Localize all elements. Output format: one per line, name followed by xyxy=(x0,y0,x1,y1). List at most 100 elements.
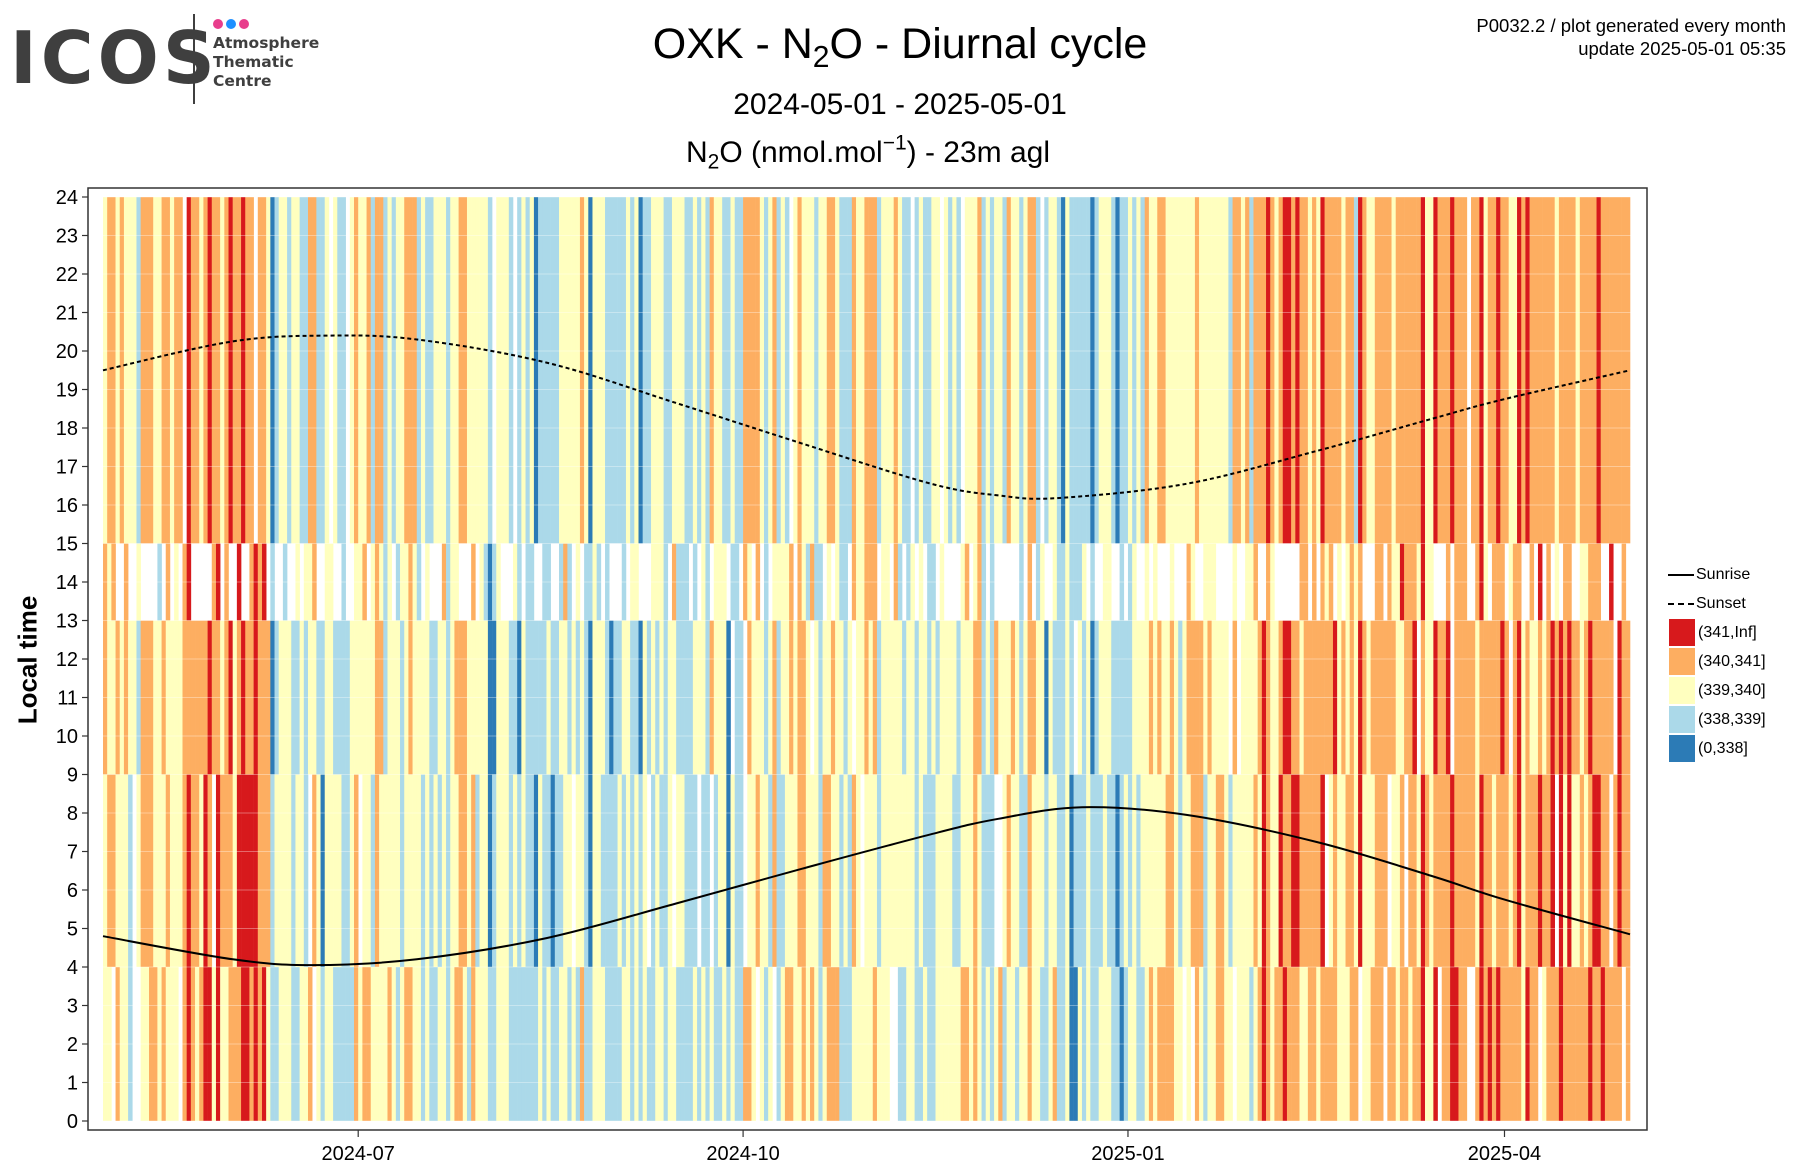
heatmap-cell xyxy=(881,967,886,1121)
heatmap-cell xyxy=(1425,774,1430,967)
heatmap-cell xyxy=(1517,967,1522,1121)
heatmap-cell xyxy=(542,620,547,775)
heatmap-cell xyxy=(123,543,129,621)
heatmap-cell xyxy=(1454,774,1459,967)
sun-curves xyxy=(102,334,1631,967)
heatmap-cell xyxy=(989,967,995,1121)
heatmap-cell xyxy=(1194,197,1200,544)
heatmap-cell xyxy=(1190,620,1196,775)
heatmap-cell xyxy=(1253,620,1258,775)
heatmap-cell xyxy=(1349,967,1355,1121)
heatmap-cell xyxy=(1370,967,1376,1121)
heatmap-cell xyxy=(1408,197,1413,544)
heatmap-cell xyxy=(1588,197,1593,544)
heatmap-cell xyxy=(1153,197,1158,544)
heatmap-cell xyxy=(1412,967,1417,1121)
heatmap-cell xyxy=(169,967,175,1121)
heatmap-cell xyxy=(1550,197,1555,544)
heatmap-cell xyxy=(483,197,489,544)
heatmap-cell xyxy=(1010,197,1016,544)
heatmap-cell xyxy=(1081,967,1087,1121)
heatmap-cell xyxy=(922,774,928,967)
heatmap-cell xyxy=(1625,620,1631,775)
heatmap-cell xyxy=(605,543,610,621)
heatmap-cell xyxy=(1600,967,1606,1121)
heatmap-cell xyxy=(157,620,162,775)
heatmap-cell xyxy=(973,967,978,1121)
heatmap-cell xyxy=(1617,620,1622,775)
heatmap-cell xyxy=(123,967,129,1121)
heatmap-cell xyxy=(596,197,602,544)
heatmap-cell xyxy=(563,543,568,621)
heatmap-cell xyxy=(1596,620,1602,775)
heatmap-cell xyxy=(1065,543,1070,621)
heatmap-cell xyxy=(1563,620,1568,775)
heatmap-cell xyxy=(801,620,807,775)
heatmap-cell xyxy=(676,197,681,544)
heatmap-cell xyxy=(454,774,459,967)
heatmap-cell xyxy=(1157,774,1162,967)
heatmap-cell xyxy=(1303,543,1309,621)
heatmap-cell xyxy=(630,543,635,621)
heatmap-cell xyxy=(1458,543,1463,621)
heatmap-cell xyxy=(600,197,606,544)
heatmap-cell xyxy=(1579,620,1585,775)
heatmap-cell xyxy=(575,774,581,967)
heatmap-cell xyxy=(843,967,848,1121)
solid-line-icon xyxy=(1668,573,1694,576)
heatmap-cell xyxy=(496,967,501,1121)
heatmap-cell xyxy=(676,967,681,1121)
heatmap-cell xyxy=(517,774,522,967)
heatmap-cell xyxy=(362,774,367,967)
heatmap-cell xyxy=(688,967,694,1121)
heatmap-cell xyxy=(1010,967,1016,1121)
grid-lines xyxy=(88,196,1647,1122)
heatmap-cell xyxy=(1429,197,1434,544)
heatmap-cell xyxy=(847,967,853,1121)
heatmap-cell xyxy=(153,967,158,1121)
heatmap-cell xyxy=(1462,543,1468,621)
heatmap-cell xyxy=(805,543,811,621)
heatmap-cell xyxy=(579,197,585,544)
heatmap-cell xyxy=(349,620,355,775)
heatmap-cell xyxy=(512,967,518,1121)
heatmap-cell xyxy=(1387,543,1392,621)
heatmap-cell xyxy=(199,620,204,775)
heatmap-cell xyxy=(918,620,924,775)
heatmap-cell xyxy=(1324,197,1330,544)
heatmap-cell xyxy=(521,620,526,775)
heatmap-cell xyxy=(542,967,547,1121)
heatmap-cell xyxy=(487,967,493,1121)
heatmap-cell xyxy=(588,967,593,1121)
heatmap-cell xyxy=(839,967,844,1121)
heatmap-cell xyxy=(1261,620,1267,775)
heatmap-cell xyxy=(203,967,208,1121)
heatmap-cell xyxy=(684,967,689,1121)
heatmap-cell xyxy=(1504,967,1509,1121)
heatmap-cell xyxy=(826,197,832,544)
heatmap-cell xyxy=(1496,197,1501,544)
heatmap-cell xyxy=(420,620,426,775)
heatmap-cell xyxy=(575,543,581,621)
heatmap-cell xyxy=(299,620,305,775)
heatmap-cell xyxy=(245,774,250,967)
heatmap-cell xyxy=(1466,774,1472,967)
heatmap-cell xyxy=(747,543,752,621)
heatmap-cell xyxy=(805,774,811,967)
heatmap-cell xyxy=(1299,620,1304,775)
heatmap-cell xyxy=(818,774,823,967)
heatmap-cell xyxy=(1090,620,1095,775)
heatmap-cell xyxy=(1433,197,1438,544)
heatmap-cell xyxy=(747,774,752,967)
heatmap-cell xyxy=(345,774,351,967)
heatmap-cell xyxy=(554,774,560,967)
heatmap-cell xyxy=(1583,197,1589,544)
heatmap-cell xyxy=(1056,197,1062,544)
heatmap-cell xyxy=(1257,620,1263,775)
heatmap-cell xyxy=(818,197,823,544)
heatmap-cell xyxy=(169,197,175,544)
heatmap-cell xyxy=(312,197,317,544)
heatmap-cell xyxy=(1266,543,1271,621)
heatmap-cell xyxy=(847,197,853,544)
heatmap-cell xyxy=(563,197,568,544)
